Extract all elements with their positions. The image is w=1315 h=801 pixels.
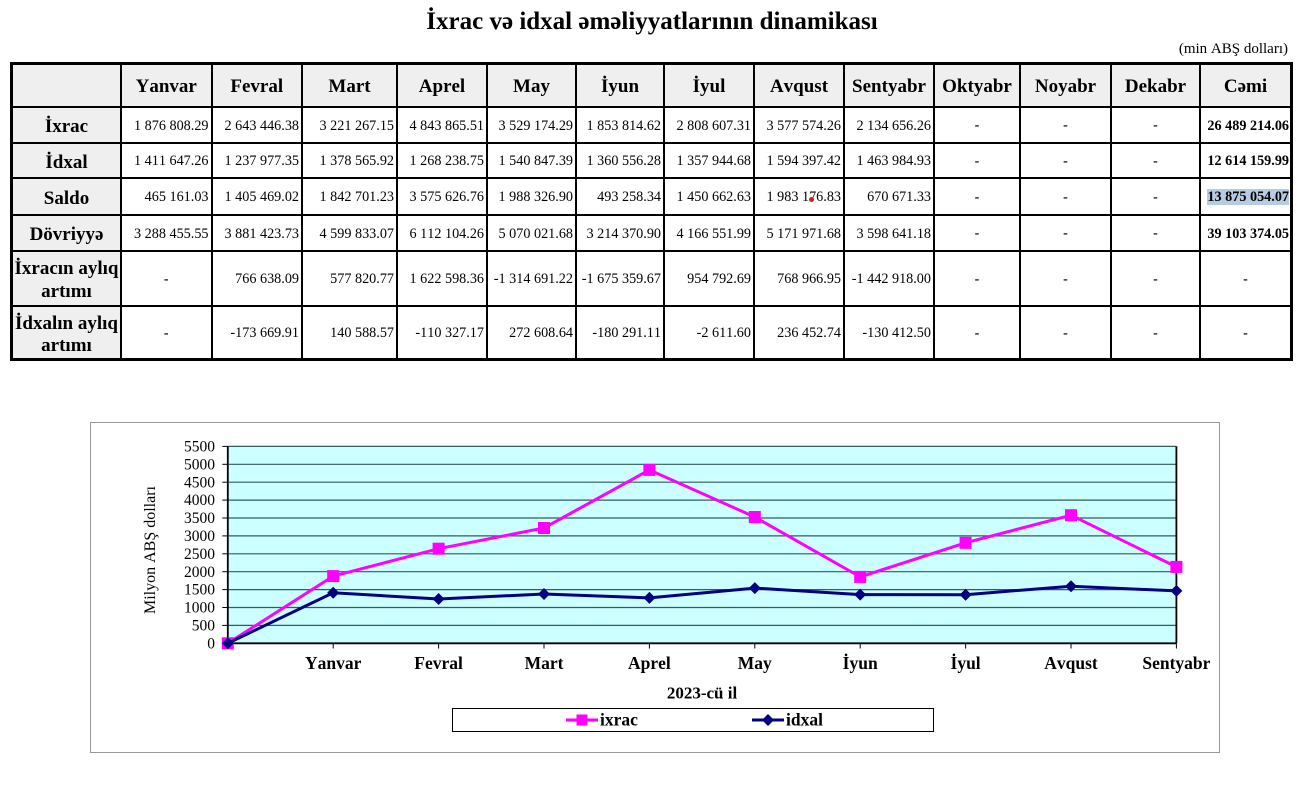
svg-text:Milyon ABŞ dolları: Milyon ABŞ dolları [142,485,159,614]
svg-text:4000: 4000 [184,492,215,509]
svg-text:3000: 3000 [184,528,215,545]
svg-text:ixrac: ixrac [600,710,638,730]
svg-text:1500: 1500 [184,582,215,599]
svg-text:3500: 3500 [184,510,215,527]
svg-text:5500: 5500 [184,439,215,456]
svg-text:Yanvar: Yanvar [305,653,362,673]
svg-text:2023-cü il: 2023-cü il [667,684,738,703]
svg-text:Fevral: Fevral [414,653,463,673]
svg-text:Sentyabr: Sentyabr [1142,653,1210,673]
svg-text:0: 0 [207,635,215,652]
svg-text:İyul: İyul [951,653,981,673]
svg-text:idxal: idxal [786,710,823,730]
svg-text:Avqust: Avqust [1044,653,1098,673]
svg-text:2000: 2000 [184,564,215,581]
svg-text:500: 500 [192,618,216,635]
svg-text:Aprel: Aprel [628,653,671,673]
svg-text:4500: 4500 [184,474,215,491]
svg-text:1000: 1000 [184,600,215,617]
svg-text:İyun: İyun [843,653,878,673]
svg-text:May: May [738,653,772,673]
svg-text:2500: 2500 [184,546,215,563]
svg-text:5000: 5000 [184,456,215,473]
svg-text:Mart: Mart [525,653,564,673]
